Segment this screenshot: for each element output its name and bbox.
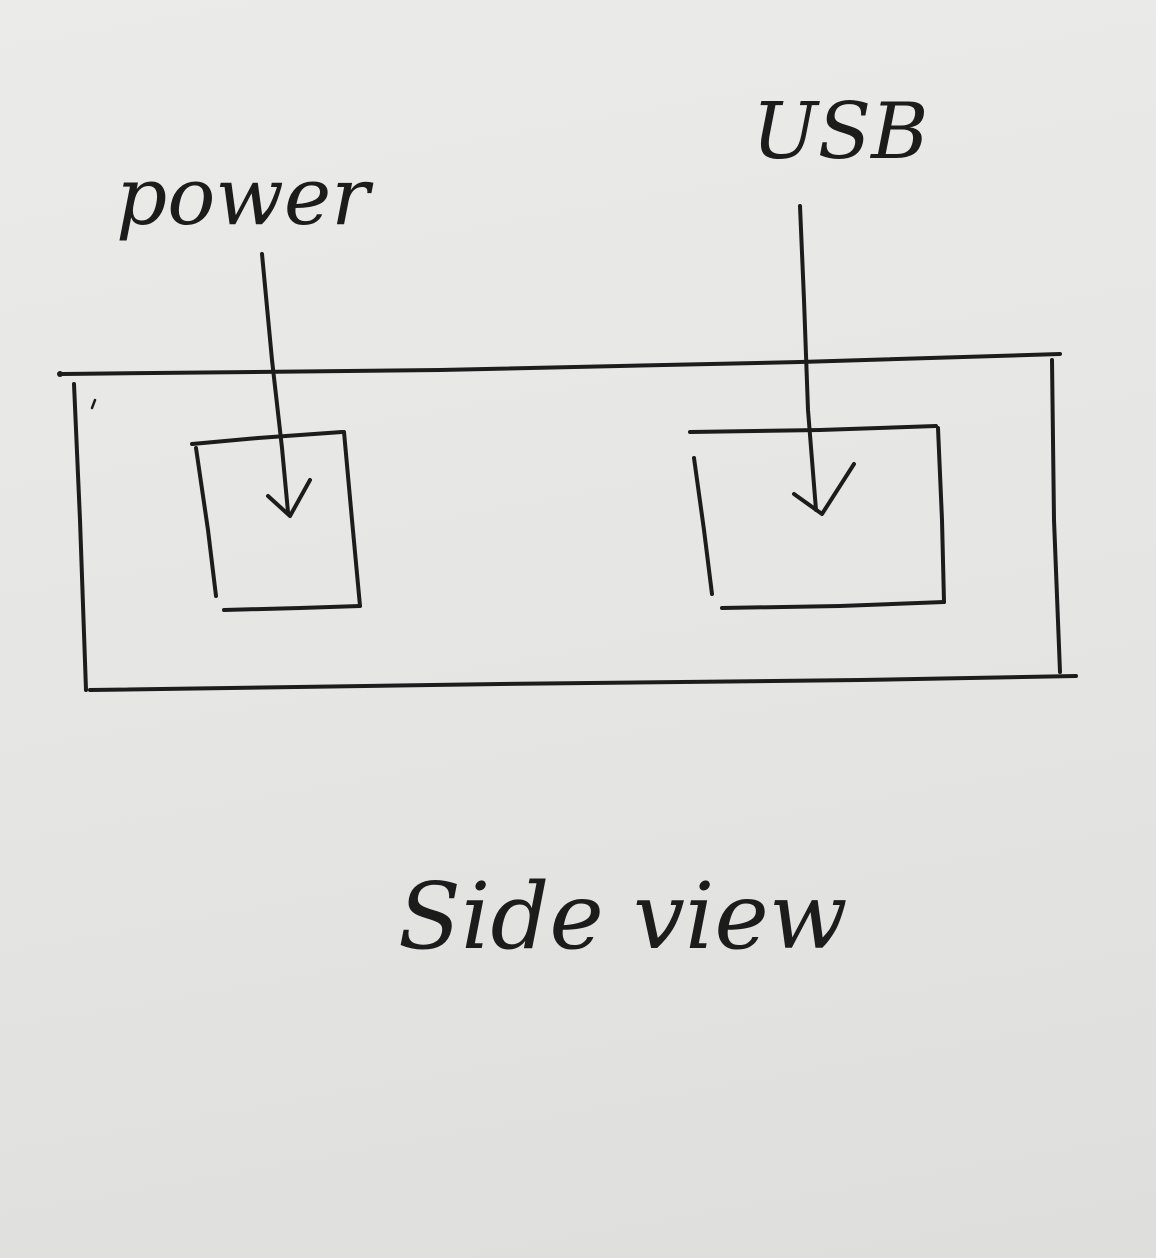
power-port-left-edge <box>194 446 218 598</box>
usb-label: USB <box>752 87 929 177</box>
power-port-bottom-edge <box>222 604 362 612</box>
power-arrow-head <box>266 478 312 518</box>
usb-port-left-edge <box>692 456 714 596</box>
pen-dot <box>57 371 63 377</box>
power-port-right-edge <box>342 430 362 608</box>
usb-arrow-shaft <box>798 204 818 512</box>
usb-arrow <box>792 204 856 516</box>
power-port-top-edge <box>190 430 344 446</box>
usb-port-bottom-edge <box>720 600 946 610</box>
enclosure-right-edge <box>1050 358 1062 674</box>
usb-arrow-head <box>792 462 856 516</box>
enclosure-bottom-edge <box>88 674 1078 692</box>
usb-port-right-edge <box>936 426 946 604</box>
usb-port <box>688 424 946 610</box>
side-view-caption: Side view <box>398 863 848 970</box>
power-arrow-shaft <box>260 252 290 514</box>
usb-port-top-edge <box>688 424 938 434</box>
power-port <box>190 430 362 612</box>
power-arrow <box>260 252 312 518</box>
power-label: power <box>116 150 374 243</box>
device-enclosure <box>57 352 1078 692</box>
enclosure-top-edge <box>60 352 1062 376</box>
pen-mark <box>90 398 97 410</box>
enclosure-left-edge <box>72 382 88 692</box>
